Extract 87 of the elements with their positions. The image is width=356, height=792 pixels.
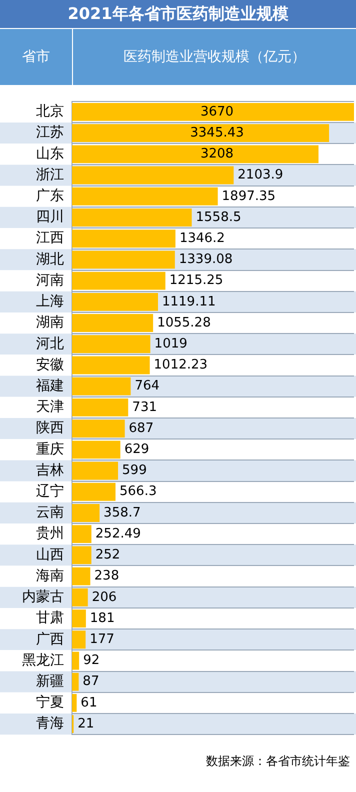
data-label: 181: [90, 610, 115, 626]
y-tick-label: 河北: [36, 336, 64, 352]
y-tick-label: 广西: [36, 631, 64, 648]
y-tick-label: 山西: [36, 546, 64, 563]
y-tick-label: 山东: [36, 146, 64, 162]
y-tick-label: 青海: [36, 716, 64, 732]
bar: [72, 672, 79, 691]
y-tick-label: 江西: [36, 230, 64, 246]
data-label: 599: [122, 463, 147, 478]
bar: [72, 335, 150, 354]
y-tick-label: 湖南: [36, 314, 64, 331]
bar: [72, 462, 118, 480]
bar: [72, 230, 176, 248]
bar: [72, 652, 80, 670]
y-tick-label: 安徽: [36, 356, 64, 373]
bar: [72, 610, 86, 628]
data-label: 61: [80, 695, 98, 710]
data-label: 1012.23: [154, 358, 208, 373]
data-label: 1019: [154, 336, 188, 352]
data-label: 1119.11: [162, 294, 216, 310]
data-label: 87: [82, 674, 100, 690]
data-label: 3345.43: [190, 125, 244, 140]
bar: [72, 356, 150, 374]
chart-title: 2021年各省市医药制造业规模: [0, 0, 356, 28]
bar: [72, 588, 88, 606]
bar: [72, 272, 166, 290]
bar: [72, 440, 120, 459]
data-label: 566.3: [120, 484, 157, 500]
data-label: 206: [92, 590, 117, 605]
y-tick-label: 浙江: [36, 166, 64, 183]
y-tick-label: 云南: [36, 504, 64, 521]
y-tick-label: 重庆: [36, 441, 64, 458]
x-axis-title: 医药制造业营收规模（亿元）: [122, 48, 306, 67]
data-label: 1558.5: [196, 210, 242, 225]
data-label: 238: [94, 568, 120, 584]
data-label: 629: [124, 442, 150, 458]
source-note: 数据来源：各省市统计年鉴: [205, 753, 350, 770]
y-tick-label: 天津: [36, 399, 64, 416]
bar: [72, 398, 128, 416]
bar: [72, 314, 154, 332]
data-label: 1339.08: [178, 252, 233, 268]
data-label: 1055.28: [157, 315, 211, 330]
data-label: 358.7: [104, 505, 141, 520]
data-label: 687: [128, 420, 154, 436]
data-label: 252.49: [95, 526, 141, 542]
y-tick-label: 四川: [36, 209, 64, 226]
data-label: 1346.2: [179, 230, 225, 246]
data-label: 1215.25: [169, 273, 224, 288]
y-tick-label: 广东: [36, 188, 64, 204]
bar: [72, 504, 100, 522]
y-axis-title: 省市: [0, 29, 73, 85]
y-tick-label: 内蒙古: [22, 589, 64, 606]
data-label: 92: [83, 653, 100, 668]
data-label: 2103.9: [238, 168, 284, 183]
y-tick-label: 吉林: [36, 462, 64, 478]
y-tick-label: 宁夏: [36, 694, 64, 711]
data-label: 21: [78, 716, 94, 732]
y-tick-label: 湖北: [36, 251, 64, 268]
bar: [72, 292, 158, 311]
y-tick-label: 北京: [36, 104, 64, 120]
y-tick-label: 江苏: [36, 124, 64, 141]
data-label: 731: [132, 400, 157, 415]
bar: [72, 250, 175, 269]
data-label: 3670: [200, 104, 234, 120]
y-tick-label: 福建: [36, 378, 64, 394]
data-label: 1897.35: [222, 188, 276, 204]
y-tick-label: 陕西: [36, 420, 64, 436]
y-tick-label: 新疆: [36, 673, 64, 690]
bar: [72, 694, 77, 712]
y-tick-label: 上海: [36, 294, 64, 310]
data-label: 252: [95, 548, 120, 563]
y-tick-label: 辽宁: [36, 484, 64, 500]
bar: [72, 630, 86, 649]
data-label: 177: [90, 632, 114, 647]
data-label: 764: [134, 378, 160, 394]
bar: [72, 546, 92, 564]
bar: [72, 525, 92, 544]
y-tick-label: 甘肃: [36, 610, 64, 626]
bar: [72, 482, 116, 501]
y-tick-label: 海南: [36, 568, 64, 584]
data-label: 3208: [200, 146, 234, 162]
bar: [72, 420, 125, 438]
bar: [72, 567, 90, 586]
y-tick-label: 河南: [36, 272, 64, 288]
y-tick-label: 贵州: [36, 526, 64, 542]
bar: [72, 377, 131, 396]
y-tick-label: 黑龙江: [22, 652, 64, 668]
